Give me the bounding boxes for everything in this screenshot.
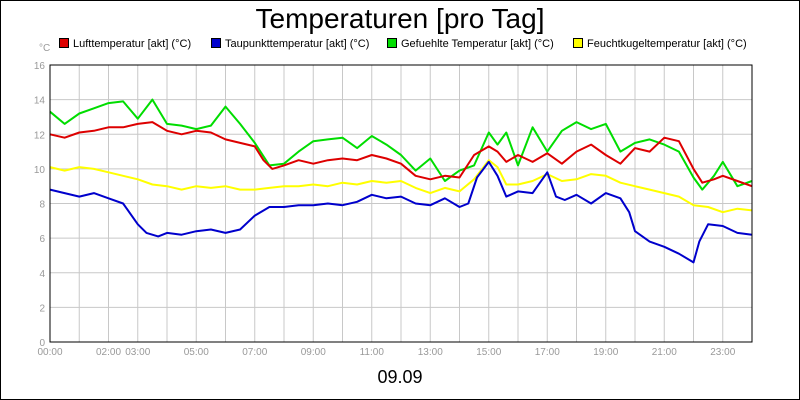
legend-swatch-lufttemperatur — [59, 38, 69, 48]
grid — [49, 64, 753, 343]
x-tick-label: 15:00 — [476, 347, 501, 358]
x-tick-label: 19:00 — [593, 347, 618, 358]
legend-item-taupunkttemperatur: Taupunkttemperatur [akt] (°C) — [211, 38, 369, 50]
series-line-3 — [49, 159, 753, 214]
series-line-2 — [49, 98, 753, 191]
y-axis-unit-label: °C — [39, 43, 51, 54]
legend-item-lufttemperatur: Lufttemperatur [akt] (°C) — [59, 38, 191, 50]
x-tick-label: 13:00 — [418, 347, 443, 358]
x-tick-label: 11:00 — [360, 347, 385, 358]
series-layer — [49, 98, 753, 264]
y-tick-label: 10 — [34, 165, 46, 176]
legend-label-taupunkttemperatur: Taupunkttemperatur [akt] (°C) — [225, 38, 370, 50]
x-tick-label: 21:00 — [652, 347, 677, 358]
y-tick-label: 6 — [39, 234, 45, 245]
y-tick-label: 8 — [39, 200, 45, 211]
plot-border — [49, 64, 753, 343]
legend-swatch-taupunkttemperatur — [211, 38, 221, 48]
legend-item-gefuehlte-temperatur: Gefuehlte Temperatur [akt] (°C) — [387, 38, 554, 50]
legend-item-feuchtkugeltemperatur: Feuchtkugeltemperatur [akt] (°C) — [573, 38, 747, 50]
x-tick-label: 23:00 — [710, 347, 735, 358]
y-tick-label: 0 — [39, 338, 45, 349]
x-tick-label: 07:00 — [242, 347, 267, 358]
x-tick-label: 09:00 — [301, 347, 326, 358]
chart-title: Temperaturen [pro Tag] — [255, 3, 545, 34]
legend-label-feuchtkugeltemperatur: Feuchtkugeltemperatur [akt] (°C) — [587, 38, 747, 50]
y-tick-label: 12 — [34, 130, 46, 141]
legend-swatch-gefuehlte-temperatur — [387, 38, 397, 48]
y-tick-label: 16 — [34, 61, 46, 72]
x-axis-date-caption: 09.09 — [377, 367, 423, 387]
x-tick-label: 00:00 — [37, 347, 62, 358]
y-tick-label: 4 — [39, 269, 45, 280]
tick-labels: 0 2 4 6 8 10 12 14 16 00:00 02:00 03:00 05:00 07:00 09… — [34, 61, 736, 358]
series-line-0 — [49, 121, 753, 188]
x-tick-label: 03:00 — [125, 347, 150, 358]
legend-label-gefuehlte-temperatur: Gefuehlte Temperatur [akt] (°C) — [401, 38, 554, 50]
series-line-1 — [49, 160, 753, 264]
x-tick-label: 05:00 — [184, 347, 209, 358]
x-tick-label: 17:00 — [535, 347, 560, 358]
legend-label-lufttemperatur: Lufttemperatur [akt] (°C) — [73, 38, 192, 50]
y-tick-label: 2 — [39, 303, 45, 314]
legend-swatch-feuchtkugeltemperatur — [573, 38, 583, 48]
y-tick-label: 14 — [34, 96, 46, 107]
x-tick-label: 02:00 — [96, 347, 121, 358]
